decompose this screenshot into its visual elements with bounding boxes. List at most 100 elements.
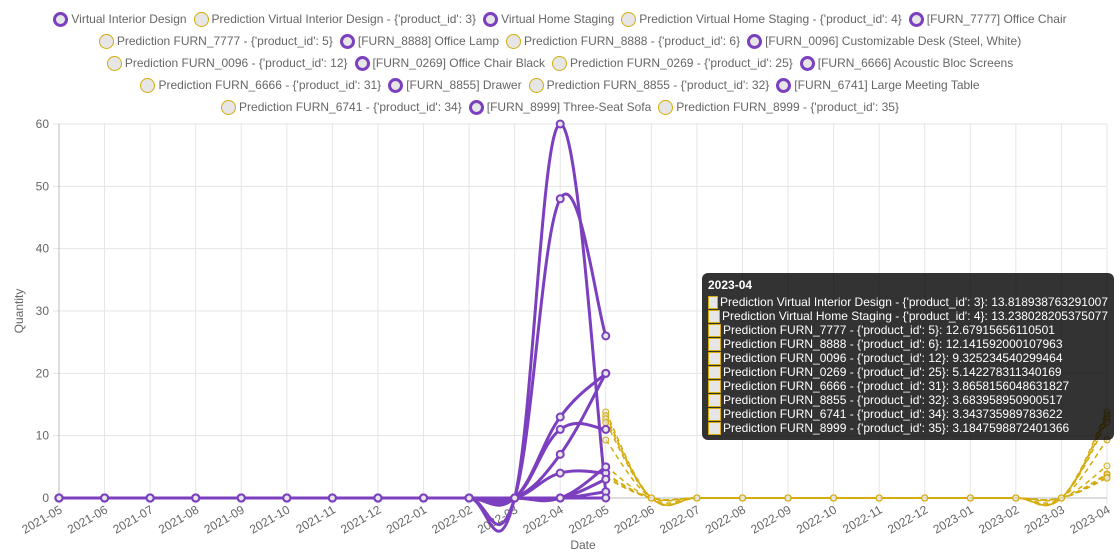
legend-item[interactable]: Prediction FURN_7777 - {'product_id': 5}: [98, 30, 333, 52]
tooltip-row: Prediction FURN_6666 - {'product_id': 31…: [708, 379, 1108, 393]
legend-swatch: [799, 55, 815, 71]
tooltip-text: Prediction FURN_8888 - {'product_id': 6}…: [723, 337, 1063, 351]
y-tick-label: 10: [36, 429, 50, 443]
data-point: [830, 494, 838, 502]
tooltip-swatch: [708, 421, 721, 435]
legend-item[interactable]: [FURN_0096] Customizable Desk (Steel, Wh…: [747, 30, 1021, 52]
legend-item[interactable]: Prediction FURN_0096 - {'product_id': 12…: [106, 52, 348, 74]
data-point: [875, 494, 883, 502]
legend-item[interactable]: Virtual Home Staging: [483, 8, 614, 30]
legend-label: [FURN_8888] Office Lamp: [357, 34, 500, 48]
series-line: [605, 473, 1108, 501]
x-tick-label: 2023-03: [1022, 502, 1067, 536]
tooltip-row: Prediction FURN_0269 - {'product_id': 25…: [708, 365, 1108, 379]
tooltip-swatch: [708, 393, 721, 407]
tooltip-text: Prediction FURN_6666 - {'product_id': 31…: [723, 379, 1070, 393]
legend-swatch: [483, 11, 499, 27]
x-tick-label: 2021-07: [110, 502, 155, 536]
data-point: [510, 493, 520, 503]
legend-item[interactable]: Prediction FURN_8888 - {'product_id': 6}: [506, 30, 740, 52]
legend-swatch: [658, 99, 674, 115]
series-prediction: [602, 462, 1111, 502]
tooltip-row: Prediction FURN_6741 - {'product_id': 34…: [708, 407, 1108, 421]
legend-swatch: [776, 77, 792, 93]
legend-swatch: [53, 11, 69, 27]
data-point: [693, 494, 701, 502]
data-point: [966, 494, 974, 502]
legend-item[interactable]: [FURN_6666] Acoustic Bloc Screens: [799, 52, 1013, 74]
data-point: [602, 419, 610, 427]
legend-label: Prediction FURN_6741 - {'product_id': 34…: [239, 100, 462, 114]
legend-swatch: [339, 33, 355, 49]
legend-item[interactable]: Virtual Interior Design: [53, 8, 187, 30]
data-point: [1057, 494, 1065, 502]
legend-label: Prediction FURN_8888 - {'product_id': 6}: [524, 34, 741, 48]
tooltip-text: Prediction FURN_8855 - {'product_id': 32…: [723, 393, 1063, 407]
legend-item[interactable]: [FURN_8999] Three-Seat Sofa: [468, 96, 651, 118]
legend-item[interactable]: Prediction FURN_6741 - {'product_id': 34…: [221, 96, 462, 118]
tooltip-text: Prediction FURN_7777 - {'product_id': 5}…: [723, 323, 1055, 337]
legend-item[interactable]: Prediction Virtual Home Staging - {'prod…: [621, 8, 902, 30]
legend-swatch: [528, 77, 544, 93]
legend-item[interactable]: Prediction FURN_0269 - {'product_id': 25…: [552, 52, 793, 74]
data-point: [555, 493, 565, 503]
x-tick-label: 2021-06: [65, 502, 110, 536]
data-point: [601, 368, 611, 378]
y-tick-label: 50: [36, 179, 50, 193]
legend: Virtual Interior Design Prediction Virtua…: [0, 8, 1120, 118]
tooltip-swatch: [708, 407, 721, 421]
x-tick-label: 2022-08: [703, 502, 748, 536]
legend-swatch: [552, 55, 568, 71]
tooltip-row: Prediction FURN_7777 - {'product_id': 5}…: [708, 323, 1108, 337]
data-point: [784, 494, 792, 502]
tooltip-swatch: [708, 337, 721, 351]
tooltip-row: Prediction Virtual Home Staging - {'prod…: [708, 309, 1108, 323]
series-prediction: [602, 474, 1111, 502]
legend-swatch: [106, 55, 122, 71]
data-point: [601, 424, 611, 434]
tooltip-text: Prediction FURN_8999 - {'product_id': 35…: [723, 421, 1070, 435]
data-point: [601, 462, 611, 472]
y-tick-label: 40: [36, 242, 50, 256]
x-tick-label: 2021-08: [156, 502, 201, 536]
x-axis-title: Date: [570, 538, 596, 552]
data-point: [1012, 494, 1020, 502]
x-tick-label: 2023-02: [976, 502, 1021, 536]
data-point: [419, 493, 429, 503]
data-point: [191, 493, 201, 503]
tooltip-text: Prediction FURN_0096 - {'product_id': 12…: [723, 351, 1063, 365]
x-tick-label: 2022-11: [840, 502, 885, 536]
legend-item[interactable]: [FURN_8888] Office Lamp: [339, 30, 500, 52]
legend-label: Prediction FURN_0096 - {'product_id': 12…: [124, 56, 348, 70]
x-tick-label: 2021-11: [294, 502, 339, 536]
series-prediction: [602, 471, 1111, 502]
legend-label: [FURN_8855] Drawer: [406, 78, 522, 92]
legend-label: Prediction Virtual Home Staging - {'prod…: [639, 12, 902, 26]
legend-item[interactable]: Prediction FURN_8855 - {'product_id': 32…: [528, 74, 769, 96]
data-point: [555, 468, 565, 478]
tooltip-swatch: [708, 295, 719, 309]
legend-item[interactable]: Prediction FURN_6666 - {'product_id': 31…: [140, 74, 381, 96]
data-point: [738, 494, 746, 502]
data-point: [327, 493, 337, 503]
tooltip-swatch: [708, 309, 721, 323]
data-point: [145, 493, 155, 503]
series-line: [605, 465, 1108, 502]
x-tick-label: 2021-10: [247, 502, 292, 536]
legend-swatch: [98, 33, 114, 49]
tooltip-row: Prediction FURN_0096 - {'product_id': 12…: [708, 351, 1108, 365]
legend-row: Virtual Interior Design Prediction Virtua…: [0, 8, 1120, 30]
legend-swatch: [506, 33, 522, 49]
legend-swatch: [193, 11, 209, 27]
legend-item[interactable]: Prediction FURN_8999 - {'product_id': 35…: [658, 96, 899, 118]
legend-item[interactable]: [FURN_8855] Drawer: [388, 74, 522, 96]
legend-swatch: [221, 99, 237, 115]
series-prediction: [602, 470, 1111, 502]
x-tick-label: 2022-12: [885, 502, 930, 536]
legend-item[interactable]: [FURN_6741] Large Meeting Table: [776, 74, 980, 96]
legend-item[interactable]: [FURN_7777] Office Chair: [908, 8, 1067, 30]
legend-row: Prediction FURN_7777 - {'product_id': 5}…: [0, 30, 1120, 52]
legend-label: [FURN_7777] Office Chair: [926, 12, 1067, 26]
legend-item[interactable]: Prediction Virtual Interior Design - {'p…: [193, 8, 476, 30]
legend-item[interactable]: [FURN_0269] Office Chair Black: [354, 52, 545, 74]
